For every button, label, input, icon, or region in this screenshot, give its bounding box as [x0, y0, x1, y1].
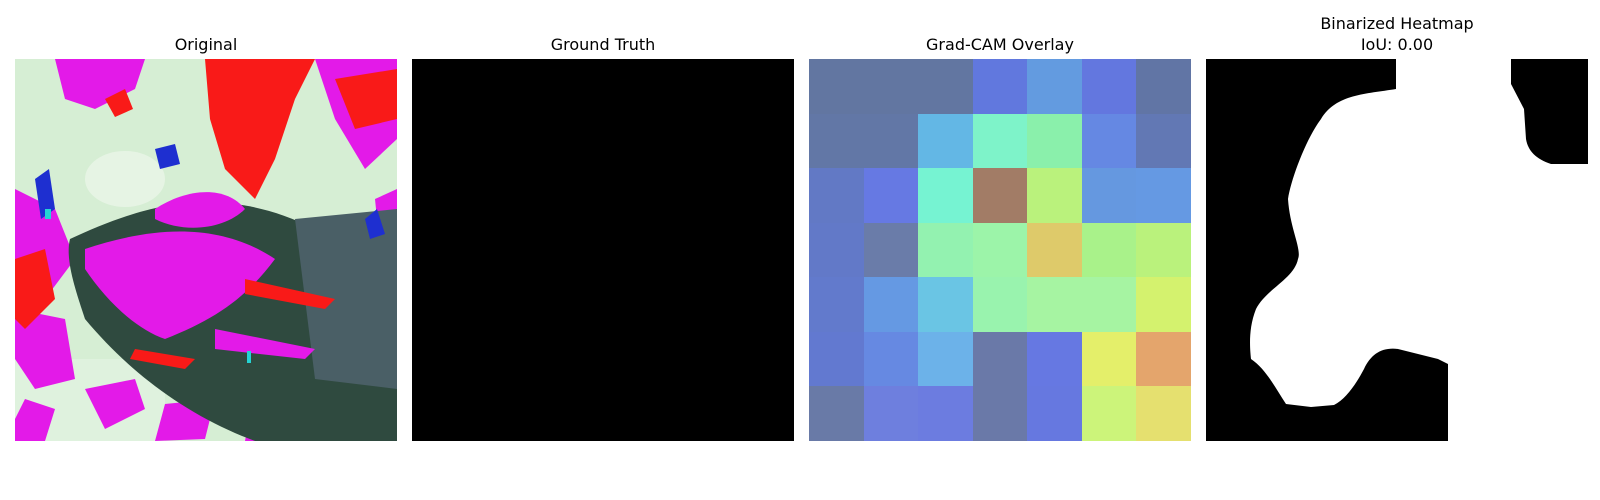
gradcam-cell	[809, 223, 864, 277]
gradcam-cell	[918, 277, 973, 332]
gradcam-cell	[1136, 223, 1191, 277]
ground-truth-title: Ground Truth	[550, 35, 656, 54]
gradcam-cell	[1082, 386, 1136, 441]
gradcam-cell	[1082, 277, 1136, 332]
gradcam-cell	[973, 168, 1027, 223]
gradcam-cell	[1027, 386, 1082, 441]
gradcam-title: Grad-CAM Overlay	[926, 35, 1074, 54]
gradcam-cell	[918, 223, 973, 277]
gradcam-cell	[1082, 114, 1136, 168]
ground-truth-fill	[412, 59, 794, 441]
gradcam-cell	[1027, 332, 1082, 386]
gradcam-cell	[918, 168, 973, 223]
gradcam-cell	[918, 386, 973, 441]
gradcam-cell	[809, 168, 864, 223]
gradcam-cell	[1082, 168, 1136, 223]
gradcam-cell	[1082, 223, 1136, 277]
gradcam-cell	[1136, 114, 1191, 168]
gradcam-cell	[1136, 386, 1191, 441]
gradcam-cell	[918, 332, 973, 386]
gradcam-cell	[864, 59, 918, 114]
gradcam-cell	[864, 223, 918, 277]
binarized-region	[1250, 59, 1588, 441]
gradcam-cell	[1027, 114, 1082, 168]
gradcam-cell	[973, 386, 1027, 441]
gradcam-cell	[918, 59, 973, 114]
gradcam-cell	[1082, 59, 1136, 114]
gradcam-cell	[973, 114, 1027, 168]
original-leaf-picture	[15, 59, 397, 441]
gradcam-cell	[1027, 277, 1082, 332]
binarized-top-right-gap	[1511, 59, 1588, 164]
gradcam-cell	[918, 114, 973, 168]
gradcam-cell	[809, 277, 864, 332]
binarized-heatmap	[1206, 59, 1588, 441]
gradcam-cell	[809, 59, 864, 114]
gradcam-cell	[973, 59, 1027, 114]
gradcam-cell	[1027, 223, 1082, 277]
gradcam-cell	[864, 277, 918, 332]
gradcam-cell	[809, 386, 864, 441]
gradcam-cell	[973, 332, 1027, 386]
gradcam-cell	[1027, 59, 1082, 114]
original-image	[15, 59, 397, 441]
ground-truth-mask	[412, 59, 794, 441]
gradcam-cell	[864, 114, 918, 168]
gradcam-cell	[809, 332, 864, 386]
original-title: Original	[174, 35, 238, 54]
gradcam-cell	[1136, 332, 1191, 386]
gradcam-cell	[1082, 332, 1136, 386]
gradcam-cell	[864, 168, 918, 223]
gradcam-heatmap	[809, 59, 1191, 441]
iou-label: IoU: 0.00	[1360, 35, 1434, 54]
gradcam-cell	[1136, 277, 1191, 332]
gradcam-cell	[1027, 168, 1082, 223]
gradcam-cell	[809, 114, 864, 168]
binarized-title: Binarized Heatmap	[1320, 14, 1474, 33]
gradcam-cell	[1136, 168, 1191, 223]
gradcam-cell	[1136, 59, 1191, 114]
gradcam-cell	[864, 386, 918, 441]
gradcam-cell	[864, 332, 918, 386]
gradcam-cell	[973, 277, 1027, 332]
gradcam-cell	[973, 223, 1027, 277]
